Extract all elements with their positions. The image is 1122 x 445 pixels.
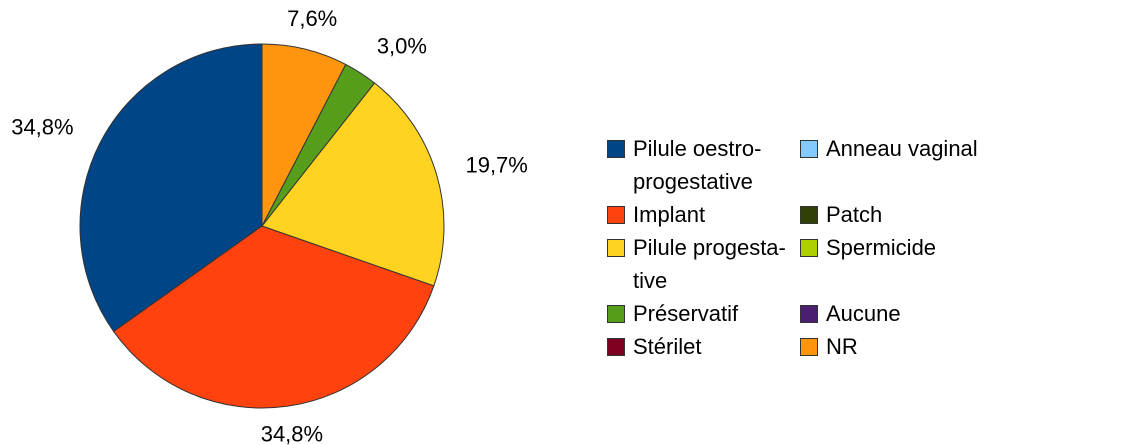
data-label: 34,8% [11, 115, 73, 140]
legend-item: Préservatif [607, 297, 800, 330]
legend-label: Patch [826, 202, 883, 227]
data-label: 7,6% [287, 6, 337, 31]
legend-swatch [800, 239, 818, 257]
legend-label: Aucune [826, 301, 901, 326]
legend-label: Implant [633, 202, 706, 227]
legend-item: NR [800, 330, 1100, 363]
legend-swatch [607, 338, 625, 356]
legend-label: NR [826, 334, 858, 359]
legend-swatch [800, 305, 818, 323]
legend-item: Pilule progesta­tive [607, 231, 800, 297]
legend: Pilule oestro-progestative Implant Pilule … [607, 132, 1100, 363]
legend-swatch [607, 305, 625, 323]
legend-item: Stérilet [607, 330, 800, 363]
legend-item: Patch [800, 198, 1100, 231]
pie-slice [79, 43, 263, 333]
legend-label: Anneau vaginal [826, 136, 978, 161]
legend-swatch [800, 338, 818, 356]
legend-swatch [800, 206, 818, 224]
chart: 34,8% 34,8% 19,7% 3,0% 7,6% [11, 6, 528, 445]
pie-slice [112, 225, 435, 409]
legend-label: Préservatif [633, 301, 739, 326]
legend-item: Implant [607, 198, 800, 231]
legend-swatch [607, 206, 625, 224]
legend-swatch [800, 140, 818, 158]
legend-swatch [607, 239, 625, 257]
legend-label: Stérilet [633, 334, 702, 359]
legend-item: Pilule oestro-progestative [607, 132, 800, 198]
data-label: 34,8% [261, 422, 323, 445]
legend-label: Spermicide [826, 235, 937, 260]
legend-item: Anneau vaginal [800, 132, 1100, 198]
legend-label: Pilule oestro-progestative [633, 136, 762, 194]
data-label: 3,0% [377, 34, 427, 59]
legend-item: Spermicide [800, 231, 1100, 297]
pie-slice [261, 43, 347, 227]
legend-swatch [607, 140, 625, 158]
pie-slice [261, 82, 445, 287]
legend-label: Pilule progesta­tive [633, 235, 786, 293]
legend-item: Aucune [800, 297, 1100, 330]
data-label: 19,7% [465, 152, 527, 177]
